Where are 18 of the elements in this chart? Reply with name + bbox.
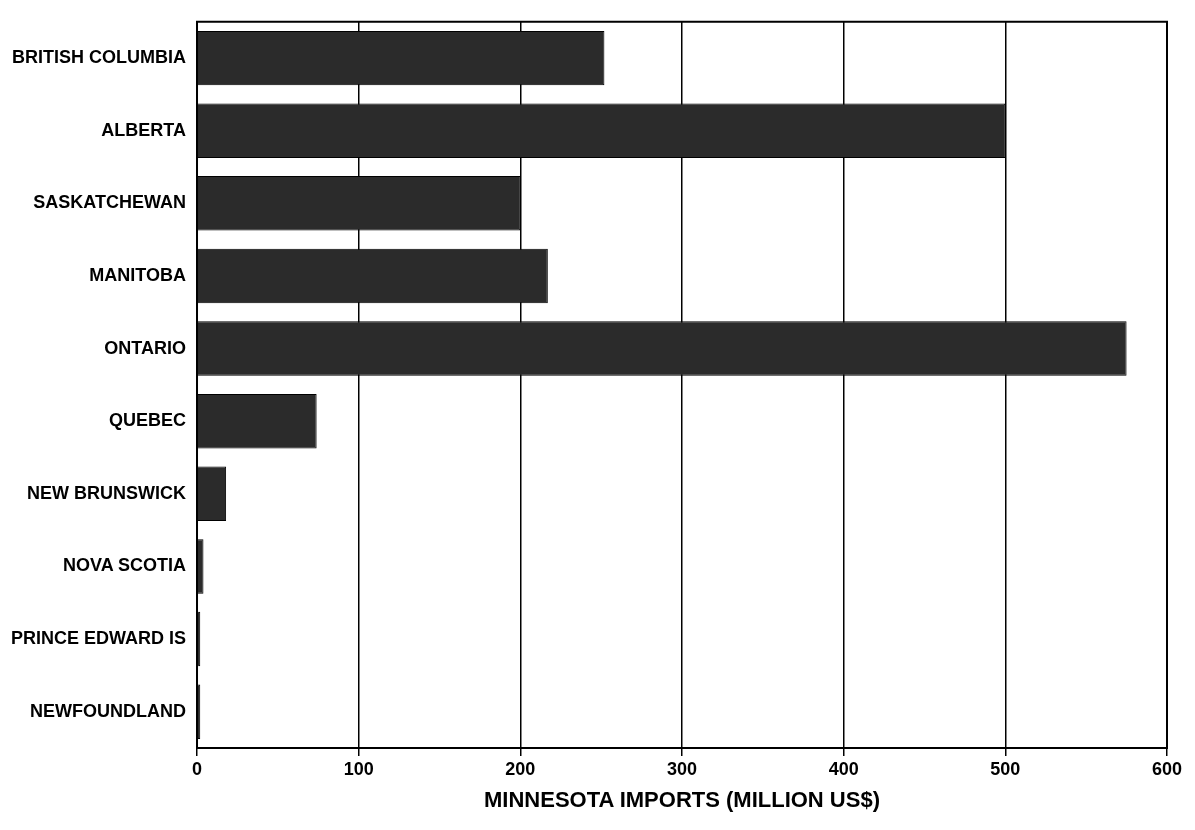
x-tick-label: 200 (505, 758, 536, 779)
x-tick-label: 100 (343, 758, 374, 779)
y-tick-label: BRITISH COLUMBIA (12, 47, 187, 68)
x-axis-title: MINNESOTA IMPORTS (MILLION US$) (484, 786, 881, 812)
x-tick-label: 400 (828, 758, 859, 779)
y-tick-label: ALBERTA (101, 119, 187, 140)
y-tick-label: ONTARIO (104, 337, 187, 358)
y-tick-label: NOVA SCOTIA (63, 555, 187, 576)
y-tick-label: PRINCE EDWARD IS (10, 628, 187, 649)
x-tick-label: 600 (1151, 758, 1183, 779)
x-tick-label: 0 (192, 758, 203, 779)
x-tick-label: 500 (990, 758, 1021, 779)
y-tick-label: QUEBEC (109, 410, 187, 431)
y-tick-label: SASKATCHEWAN (33, 192, 187, 213)
y-tick-label: NEWFOUNDLAND (30, 700, 187, 721)
y-tick-label: NEW BRUNSWICK (27, 482, 187, 503)
y-tick-label: MANITOBA (89, 264, 187, 285)
x-tick-label: 300 (666, 758, 698, 779)
